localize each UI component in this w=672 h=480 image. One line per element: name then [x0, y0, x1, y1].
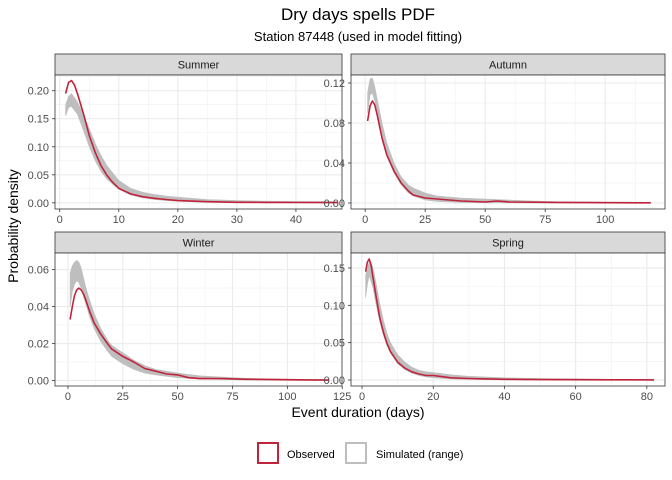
- x-tick-label: 0: [359, 391, 365, 403]
- strip-label-summer: Summer: [178, 60, 220, 72]
- strip-label-autumn: Autumn: [489, 60, 527, 72]
- legend-label-observed: Observed: [287, 449, 335, 461]
- y-tick-label: 0.06: [28, 265, 49, 277]
- y-tick-label: 0.12: [324, 78, 345, 90]
- panel-border-spring: [350, 252, 666, 387]
- x-tick-label: 75: [539, 214, 551, 226]
- x-tick-label: 0: [65, 391, 71, 403]
- strip-label-winter: Winter: [183, 238, 215, 250]
- y-tick-label: 0.00: [28, 198, 49, 210]
- y-tick-label: 0.15: [324, 263, 345, 275]
- x-tick-label: 50: [172, 391, 184, 403]
- x-tick-label: 80: [641, 391, 653, 403]
- strip-label-spring: Spring: [492, 238, 524, 250]
- x-tick-label: 75: [226, 391, 238, 403]
- y-tick-label: 0.10: [28, 142, 49, 154]
- panel-border-autumn: [350, 74, 666, 210]
- facet-panels: Summer 0 10 20 30 40 0.00 0.05 0.10 0.15 0.20 Autum…: [28, 53, 666, 403]
- observed-line-spring: [364, 258, 655, 381]
- y-tick-label: 0.08: [324, 118, 345, 130]
- legend-key-observed: [257, 442, 279, 464]
- y-tick-label: 0.00: [28, 375, 49, 387]
- x-tick-label: 10: [113, 214, 125, 226]
- chart-title: Dry days spells PDF: [281, 5, 435, 24]
- panel-bg-winter: [55, 253, 342, 386]
- y-axis-title: Probability density: [5, 169, 21, 283]
- panel-summer: Summer 0 10 20 30 40 0.00 0.05 0.10 0.15 0.20: [28, 53, 343, 226]
- y-tick-label: 0.00: [324, 198, 345, 210]
- y-tick-label: 0.15: [28, 114, 49, 126]
- panel-border-summer: [54, 74, 343, 210]
- panel-spring: Spring 0 20 40 60 80 0.00 0.05 0.10 0.15: [324, 231, 666, 403]
- x-tick-label: 30: [231, 214, 243, 226]
- observed-line-autumn: [366, 100, 651, 204]
- x-tick-label: 100: [596, 214, 614, 226]
- x-tick-label: 125: [333, 391, 351, 403]
- panel-border-winter: [54, 252, 343, 387]
- y-tick-label: 0.05: [28, 170, 49, 182]
- y-tick-label: 0.00: [324, 375, 345, 387]
- y-tick-label: 0.20: [28, 86, 49, 98]
- panel-bg-autumn: [351, 75, 665, 209]
- x-tick-label: 20: [172, 214, 184, 226]
- x-tick-label: 20: [427, 391, 439, 403]
- y-tick-label: 0.04: [324, 158, 345, 170]
- x-tick-label: 60: [570, 391, 582, 403]
- panel-winter: Winter 0 25 50 75 100 125 0.00 0.02 0.04 0.06: [28, 231, 351, 403]
- x-tick-label: 25: [117, 391, 129, 403]
- x-tick-label: 40: [498, 391, 510, 403]
- legend: Observed Simulated (range): [257, 442, 463, 464]
- y-tick-label: 0.02: [28, 339, 49, 351]
- observed-line-winter: [69, 287, 330, 381]
- y-tick-label: 0.05: [324, 338, 345, 350]
- panel-autumn: Autumn 0 25 50 75 100 0.00 0.04 0.08 0.12: [324, 53, 666, 226]
- x-tick-label: 40: [290, 214, 302, 226]
- simulated-range-band-summer: [65, 93, 338, 204]
- x-tick-label: 0: [57, 214, 63, 226]
- y-tick-label: 0.04: [28, 302, 49, 314]
- simulated-range-band-winter: [69, 260, 330, 381]
- legend-label-simulated: Simulated (range): [376, 449, 463, 461]
- legend-key-simulated: [345, 442, 367, 464]
- x-axis-title: Event duration (days): [291, 404, 424, 420]
- x-tick-label: 0: [362, 214, 368, 226]
- panel-bg-spring: [351, 253, 665, 386]
- observed-line-summer: [64, 79, 338, 204]
- panel-bg-summer: [55, 75, 342, 209]
- x-tick-label: 100: [278, 391, 296, 403]
- x-tick-label: 50: [479, 214, 491, 226]
- x-tick-label: 25: [419, 214, 431, 226]
- chart-subtitle: Station 87448 (used in model fitting): [254, 29, 462, 44]
- y-tick-label: 0.10: [324, 300, 345, 312]
